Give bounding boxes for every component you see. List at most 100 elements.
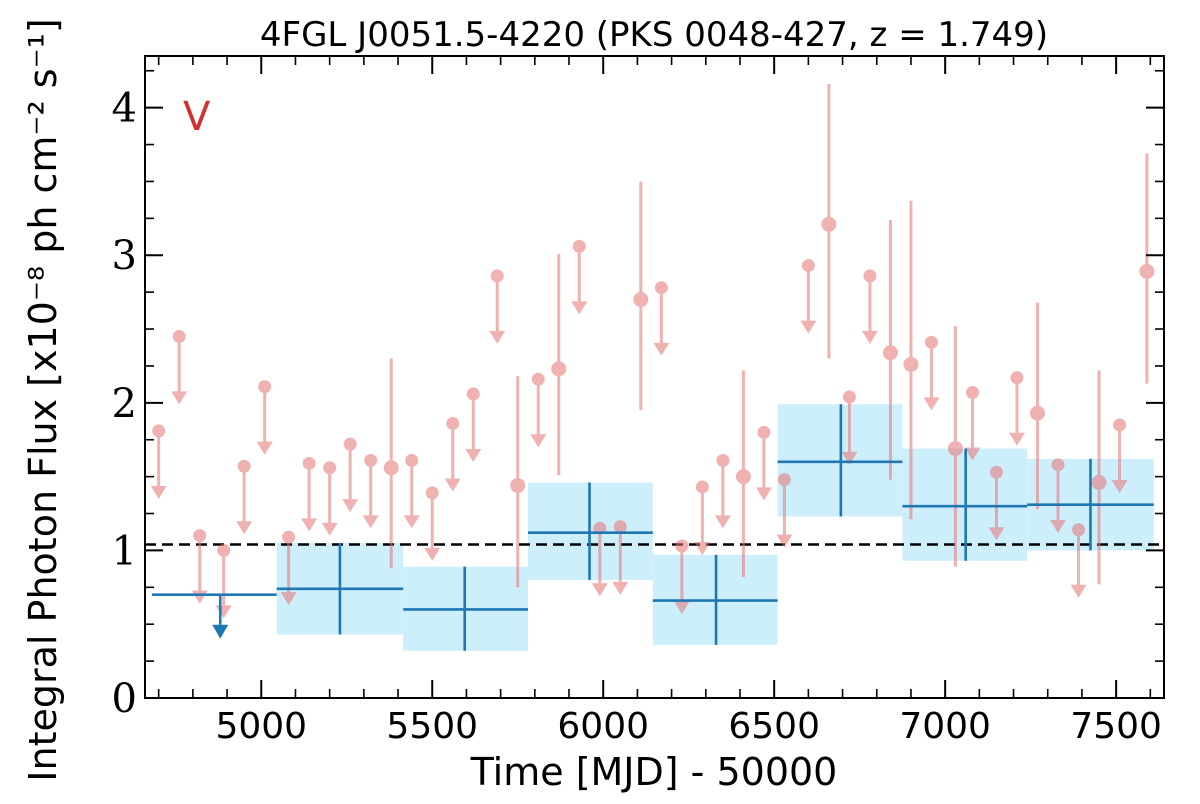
upper-limit-marker-14: [466, 387, 480, 401]
short-bin-upper-limit-27: [841, 390, 858, 465]
short-bin-point-9: [1029, 302, 1045, 510]
chart-title: 4FGL J0051.5-4220 (PKS 0048-427, z = 1.7…: [260, 15, 1048, 55]
upper-limit-marker-34: [1072, 523, 1086, 537]
short-bin-upper-limit-16: [530, 372, 547, 448]
upper-limit-marker-6: [282, 530, 296, 544]
short-bin-point-0: [383, 358, 399, 569]
short-bin-upper-limit-1: [171, 329, 188, 405]
short-bin-marker-2: [551, 361, 567, 377]
upper-limit-arrow-11: [403, 515, 420, 529]
short-bin-point-8: [947, 326, 963, 567]
upper-limit-marker-24: [757, 425, 771, 439]
short-bin-upper-limit-10: [362, 453, 379, 529]
short-bin-upper-limit-13: [444, 416, 461, 492]
x-tick-label: 5000: [215, 706, 307, 747]
upper-limit-arrow-15: [489, 330, 506, 344]
short-bin-marker-8: [947, 441, 963, 457]
panel-label: V: [183, 94, 211, 140]
upper-limit-arrow-30: [964, 447, 981, 461]
long-bin-point-1: [403, 566, 528, 651]
short-bin-point-5: [821, 84, 837, 359]
long-bin-point-2: [527, 482, 653, 580]
upper-limit-arrow-13: [444, 478, 461, 492]
upper-limit-marker-9: [343, 437, 357, 451]
y-tick-label: 0: [112, 676, 137, 722]
upper-limit-arrow-10: [362, 515, 379, 529]
upper-limit-arrow-28: [861, 330, 878, 344]
upper-limit-marker-22: [695, 480, 709, 494]
upper-limit-marker-4: [237, 459, 251, 473]
upper-limit-arrow-6: [280, 592, 297, 606]
upper-limit-marker-26: [801, 259, 815, 273]
short-bin-upper-limit-22: [694, 480, 711, 555]
x-tick-label: 5500: [386, 706, 478, 747]
upper-limit-marker-23: [716, 453, 730, 467]
short-bin-upper-limit-17: [571, 239, 588, 315]
y-tick-label: 4: [112, 86, 137, 132]
short-bin-upper-limit-2: [191, 529, 208, 604]
upper-limit-arrow-16: [530, 434, 547, 448]
upper-limit-marker-21: [675, 539, 689, 553]
long-bin-upper-limit-0: [151, 593, 277, 639]
upper-limit-marker-35: [1113, 418, 1127, 432]
upper-limit-arrow-27: [841, 451, 858, 465]
upper-limit-arrow-4: [236, 521, 253, 535]
upper-limit-marker-33: [1051, 458, 1065, 472]
short-bin-marker-5: [821, 216, 837, 232]
long-bin-ul-arrow-0: [212, 624, 229, 639]
short-bin-upper-limit-28: [861, 269, 878, 344]
short-bin-marker-4: [735, 469, 751, 485]
short-bin-upper-limit-34: [1070, 523, 1087, 598]
x-tick-label: 6000: [557, 706, 649, 747]
upper-limit-marker-7: [302, 456, 316, 470]
upper-limit-marker-13: [446, 416, 460, 430]
upper-limit-arrow-8: [321, 522, 338, 536]
upper-limit-arrow-35: [1111, 479, 1128, 493]
x-tick-label: 7500: [1070, 706, 1162, 747]
long-bin-point-4: [777, 404, 903, 517]
upper-limit-marker-16: [531, 372, 545, 386]
short-bin-upper-limit-14: [465, 387, 482, 462]
short-bin-upper-limit-33: [1049, 458, 1066, 533]
short-bin-marker-1: [510, 477, 526, 493]
short-bin-point-7: [903, 200, 919, 520]
short-bin-upper-limit-15: [489, 269, 506, 344]
upper-limit-arrow-19: [612, 581, 629, 595]
long-bin-point-5: [902, 448, 1028, 561]
upper-limit-marker-17: [572, 239, 586, 253]
short-bin-upper-limit-12: [424, 486, 441, 561]
upper-limit-marker-3: [217, 543, 231, 557]
short-bin-marker-3: [633, 292, 649, 308]
short-bin-marker-6: [882, 345, 898, 361]
long-bin-point-0: [276, 543, 404, 635]
upper-limit-marker-2: [193, 529, 207, 543]
short-bin-marker-7: [903, 356, 919, 372]
short-bin-upper-limit-35: [1111, 418, 1128, 493]
upper-limit-arrow-25: [776, 534, 793, 548]
short-bin-upper-limit-24: [755, 425, 772, 501]
short-bin-upper-limit-3: [215, 543, 232, 619]
upper-limit-marker-30: [966, 385, 980, 399]
short-bin-upper-limit-23: [714, 453, 731, 529]
upper-limit-marker-10: [364, 453, 378, 467]
upper-limit-arrow-9: [342, 499, 359, 513]
short-bin-upper-limit-30: [964, 385, 981, 461]
short-bin-upper-limit-19: [612, 520, 629, 595]
upper-limit-marker-8: [323, 461, 337, 475]
short-bin-point-3: [633, 181, 649, 411]
upper-limit-arrow-23: [714, 515, 731, 529]
short-bin-point-6: [882, 219, 898, 480]
upper-limit-arrow-12: [424, 547, 441, 561]
short-bin-upper-limit-7: [301, 456, 318, 532]
short-bin-upper-limit-21: [673, 539, 690, 614]
y-tick-label: 2: [112, 381, 137, 427]
upper-limit-marker-31: [989, 465, 1003, 479]
upper-limit-marker-1: [172, 329, 186, 343]
short-bin-upper-limit-9: [342, 437, 359, 513]
short-bin-upper-limit-0: [150, 424, 167, 499]
upper-limit-marker-15: [490, 269, 504, 283]
short-bin-upper-limit-25: [776, 473, 793, 548]
upper-limit-marker-20: [654, 281, 668, 295]
short-bin-marker-0: [383, 460, 399, 476]
